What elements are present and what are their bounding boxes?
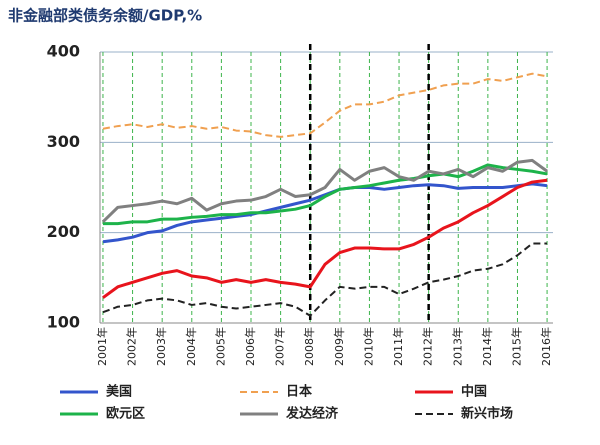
series-line: [102, 72, 548, 138]
series-line: [102, 182, 548, 244]
x-tick-label: 2013年: [450, 327, 464, 366]
legend-label: 中国: [461, 384, 487, 400]
x-tick-label: 2011年: [391, 327, 405, 366]
x-tick-label: 2005年: [213, 327, 227, 366]
x-tick-label: 2006年: [243, 327, 257, 366]
legend-label: 新兴市场: [461, 406, 513, 422]
legend-label: 日本: [286, 384, 312, 400]
legend-label: 发达经济: [285, 406, 339, 422]
x-tick-label: 2003年: [154, 327, 168, 366]
series-line: [102, 178, 548, 299]
y-tick-label: 200: [47, 222, 80, 241]
series-line: [102, 163, 548, 226]
x-tick-label: 2002年: [125, 327, 139, 366]
series-line: [101, 158, 548, 223]
x-tick-label: 2009年: [332, 327, 346, 366]
x-tick-label: 2014年: [480, 327, 494, 366]
x-tick-label: 2012年: [421, 327, 435, 366]
x-tick-label: 2008年: [302, 327, 316, 366]
x-tick-label: 2015年: [509, 327, 523, 366]
x-tick-label: 2007年: [273, 327, 287, 366]
y-tick-label: 100: [47, 313, 80, 332]
y-tick-label: 400: [47, 42, 80, 61]
x-tick-label: 2016年: [539, 327, 553, 366]
y-tick-label: 300: [47, 132, 80, 151]
legend-label: 欧元区: [106, 406, 145, 422]
x-tick-label: 2004年: [184, 327, 198, 366]
x-tick-label: 2010年: [361, 327, 375, 366]
series-line: [102, 242, 548, 317]
x-tick-label: 2001年: [95, 327, 109, 366]
chart-title: 非金融部类债务余额/GDP,%: [8, 7, 202, 25]
legend-label: 美国: [106, 384, 132, 400]
